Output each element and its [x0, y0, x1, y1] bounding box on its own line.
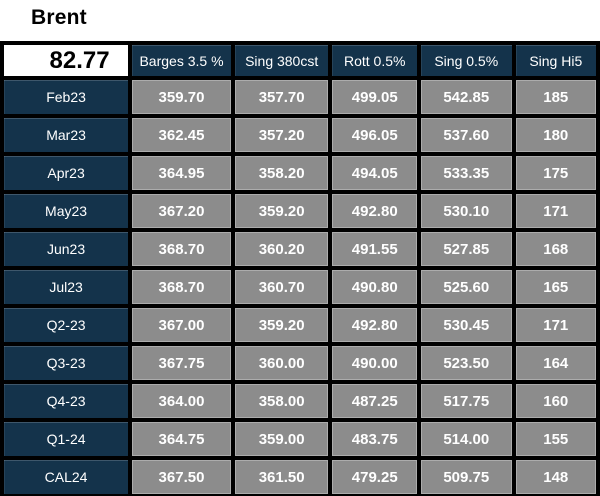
price-cell: 496.05 [328, 114, 421, 156]
row-period-label: Q3-23 [0, 342, 133, 384]
table-row: Q2-23 367.00 359.20 492.80 530.45 171 [0, 304, 600, 346]
column-header-sing-380cst: Sing 380cst [230, 41, 333, 80]
price-cell: 523.50 [416, 342, 516, 384]
price-cell: 492.80 [328, 190, 421, 232]
brent-price-cell: 82.77 [0, 41, 133, 80]
column-header-sing-hi5: Sing Hi5 [511, 41, 600, 80]
row-period-label: CAL24 [0, 456, 133, 496]
price-cell: 499.05 [328, 76, 421, 118]
price-cell: 358.00 [230, 380, 333, 422]
price-cell: 364.75 [128, 418, 235, 460]
price-cell: 542.85 [416, 76, 516, 118]
price-cell: 487.25 [328, 380, 421, 422]
price-cell: 148 [511, 456, 600, 496]
row-period-label: May23 [0, 190, 133, 232]
price-cell: 367.00 [128, 304, 235, 346]
price-cell: 164 [511, 342, 600, 384]
table-row: Jul23 368.70 360.70 490.80 525.60 165 [0, 266, 600, 308]
price-cell: 359.00 [230, 418, 333, 460]
table-row: Q3-23 367.75 360.00 490.00 523.50 164 [0, 342, 600, 384]
price-cell: 359.20 [230, 304, 333, 346]
table-row: Mar23 362.45 357.20 496.05 537.60 180 [0, 114, 600, 156]
table-row: Feb23 359.70 357.70 499.05 542.85 185 [0, 76, 600, 118]
table-row: May23 367.20 359.20 492.80 530.10 171 [0, 190, 600, 232]
price-cell: 364.00 [128, 380, 235, 422]
column-header-sing-0-5: Sing 0.5% [416, 41, 516, 80]
price-cell: 165 [511, 266, 600, 308]
price-cell: 359.20 [230, 190, 333, 232]
price-cell: 537.60 [416, 114, 516, 156]
price-cell: 168 [511, 228, 600, 270]
table-row: Q1-24 364.75 359.00 483.75 514.00 155 [0, 418, 600, 460]
row-period-label: Q2-23 [0, 304, 133, 346]
price-cell: 514.00 [416, 418, 516, 460]
price-cell: 180 [511, 114, 600, 156]
row-period-label: Q4-23 [0, 380, 133, 422]
table-row: Apr23 364.95 358.20 494.05 533.35 175 [0, 152, 600, 194]
price-cell: 364.95 [128, 152, 235, 194]
price-cell: 492.80 [328, 304, 421, 346]
price-cell: 368.70 [128, 228, 235, 270]
price-cell: 367.20 [128, 190, 235, 232]
column-header-rott-0-5: Rott 0.5% [328, 41, 421, 80]
row-period-label: Feb23 [0, 76, 133, 118]
price-cell: 171 [511, 304, 600, 346]
price-cell: 494.05 [328, 152, 421, 194]
price-cell: 160 [511, 380, 600, 422]
row-period-label: Q1-24 [0, 418, 133, 460]
price-cell: 357.20 [230, 114, 333, 156]
price-cell: 175 [511, 152, 600, 194]
price-cell: 360.00 [230, 342, 333, 384]
row-period-label: Apr23 [0, 152, 133, 194]
price-cell: 517.75 [416, 380, 516, 422]
table-row: Q4-23 364.00 358.00 487.25 517.75 160 [0, 380, 600, 422]
brent-price: 82.77 [49, 46, 110, 74]
fuel-price-table: 82.77 Barges 3.5 % Sing 380cst Rott 0.5%… [0, 41, 600, 496]
price-cell: 357.70 [230, 76, 333, 118]
price-cell: 509.75 [416, 456, 516, 496]
price-cell: 155 [511, 418, 600, 460]
table-row: CAL24 367.50 361.50 479.25 509.75 148 [0, 456, 600, 496]
price-cell: 359.70 [128, 76, 235, 118]
price-cell: 525.60 [416, 266, 516, 308]
price-cell: 490.00 [328, 342, 421, 384]
row-period-label: Jun23 [0, 228, 133, 270]
price-cell: 358.20 [230, 152, 333, 194]
price-cell: 185 [511, 76, 600, 118]
price-cell: 530.45 [416, 304, 516, 346]
brent-label: Brent [31, 6, 87, 29]
price-cell: 362.45 [128, 114, 235, 156]
row-period-label: Mar23 [0, 114, 133, 156]
price-cell: 530.10 [416, 190, 516, 232]
price-cell: 490.80 [328, 266, 421, 308]
price-cell: 533.35 [416, 152, 516, 194]
price-cell: 171 [511, 190, 600, 232]
price-cell: 479.25 [328, 456, 421, 496]
table-row: Jun23 368.70 360.20 491.55 527.85 168 [0, 228, 600, 270]
price-cell: 483.75 [328, 418, 421, 460]
column-header-barges-3-5: Barges 3.5 % [128, 41, 235, 80]
header-row: 82.77 Barges 3.5 % Sing 380cst Rott 0.5%… [0, 41, 600, 80]
price-cell: 367.75 [128, 342, 235, 384]
price-cell: 368.70 [128, 266, 235, 308]
price-cell: 360.70 [230, 266, 333, 308]
price-cell: 527.85 [416, 228, 516, 270]
row-period-label: Jul23 [0, 266, 133, 308]
price-cell: 367.50 [128, 456, 235, 496]
price-cell: 361.50 [230, 456, 333, 496]
price-cell: 360.20 [230, 228, 333, 270]
price-cell: 491.55 [328, 228, 421, 270]
